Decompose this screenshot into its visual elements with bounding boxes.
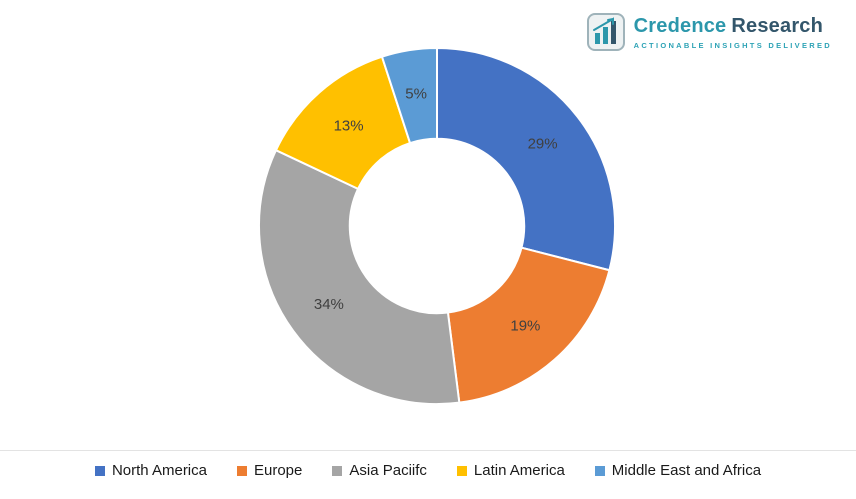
legend-label-north-america: North America [111, 462, 207, 479]
slice-label-latin-america: 13% [334, 117, 364, 134]
brand-logo: Credence Research Actionable Insights Del… [586, 13, 832, 51]
slice-label-asia-paciifc: 34% [314, 296, 344, 313]
legend-item-asia-paciifc: Asia Paciifc [332, 462, 427, 479]
slice-label-north-america: 29% [528, 136, 558, 153]
legend-label-latin-america: Latin America [473, 462, 565, 479]
donut-chart: 29% 19% 34% 13% 5% [258, 47, 616, 406]
legend-item-middle-east-and-africa: Middle East and Africa [594, 462, 762, 479]
slice-label-middle-east-and-africa: 5% [405, 86, 427, 103]
donut-slice-middle-east-and-africa [380, 47, 438, 145]
legend-item-latin-america: Latin America [456, 462, 565, 479]
brand-name-first: Credence [633, 14, 727, 37]
brand-name: Credence Research [634, 15, 832, 38]
legend-item-north-america: North America [94, 462, 207, 479]
donut-slice-asia-paciifc [258, 149, 461, 406]
legend-label-europe: Europe [254, 462, 303, 479]
brand-tagline: Actionable Insights Delivered [633, 40, 832, 50]
legend-swatch-middle-east-and-africa [594, 465, 605, 476]
donut-slice-europe [446, 246, 611, 404]
legend-swatch-asia-paciifc [332, 465, 343, 476]
legend-item-europe: Europe [237, 462, 302, 479]
legend-swatch-europe [237, 465, 247, 476]
brand-name-second: Research [731, 14, 824, 37]
legend-label-middle-east-and-africa: Middle East and Africa [611, 462, 762, 479]
brand-text-block: Credence Research Actionable Insights Del… [634, 15, 832, 50]
bar-chart-logo-icon [586, 13, 625, 51]
donut-slice-north-america [436, 47, 616, 272]
legend-swatch-latin-america [456, 465, 467, 476]
legend-label-asia-paciifc: Asia Paciifc [349, 462, 427, 479]
chart-legend: North America Europe Asia Paciifc Latin Ame… [0, 462, 856, 479]
slice-label-europe: 19% [510, 318, 540, 335]
legend-divider [0, 450, 856, 451]
legend-swatch-north-america [94, 465, 105, 476]
